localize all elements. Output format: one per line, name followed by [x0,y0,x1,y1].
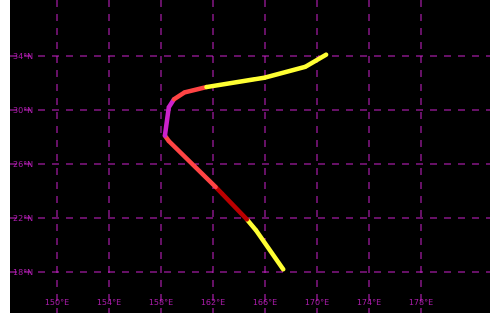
track-segment-weak [262,64,308,80]
lon-tick-label: 150°E [45,298,69,307]
lat-tick-label: 34°N [13,52,33,61]
lon-tick-label: 170°E [305,298,329,307]
track-segment-moderate [166,138,218,190]
lat-tick-label: 22°N [13,214,33,223]
lon-tick-label: 174°E [357,298,381,307]
lon-tick-label: 158°E [149,298,173,307]
storm-track [162,52,329,272]
track-segment-very_strong [162,105,172,138]
lat-tick-label: 18°N [13,268,33,277]
longitude-labels: 150°E 154°E 158°E 162°E 166°E 170°E 174°E 178°E [45,298,433,307]
map-canvas: 34°N 30°N 26°N 22°N 18°N 150°E 154°E 158°E 162°… [10,0,490,313]
track-map: 34°N 30°N 26°N 22°N 18°N 150°E 154°E 158°E 162°… [10,0,490,313]
lat-tick-label: 30°N [13,106,33,115]
track-segment-weak [253,227,286,272]
lon-tick-label: 154°E [97,298,121,307]
track-segment-weak [303,52,329,70]
lon-tick-label: 178°E [409,298,433,307]
latitude-gridlines [10,55,490,273]
track-segment-moderate [182,84,209,95]
latitude-labels: 34°N 30°N 26°N 22°N 18°N [13,52,33,277]
track-segment-weak [244,217,259,233]
longitude-gridlines [56,0,422,313]
lat-tick-label: 26°N [13,160,33,169]
lon-tick-label: 162°E [201,298,225,307]
track-segment-weak [204,75,268,90]
track-segment-strong [219,191,250,222]
lon-tick-label: 166°E [253,298,277,307]
